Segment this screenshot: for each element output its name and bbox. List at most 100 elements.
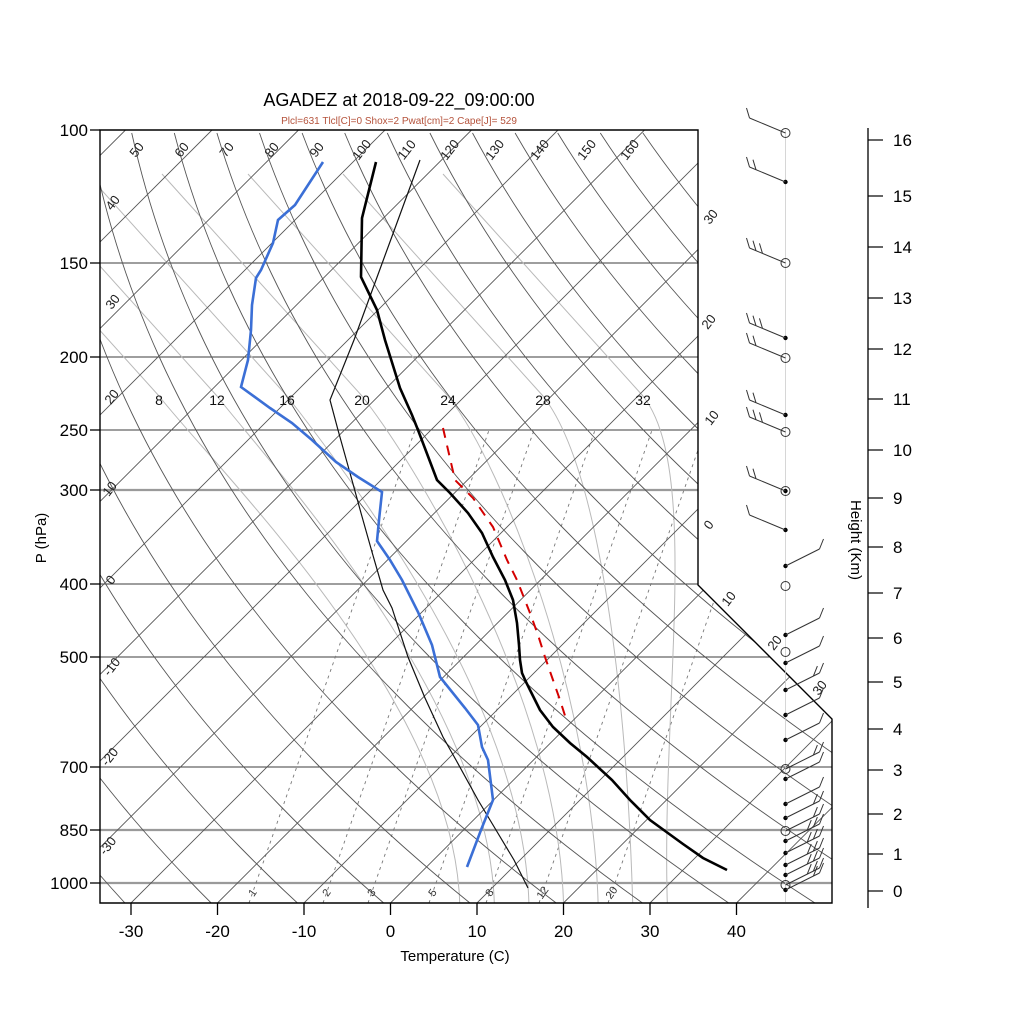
mixing-ratio-labels: 1 2 3 5 8 12 20 (246, 885, 620, 902)
plot-frame (99, 129, 833, 904)
wind-barb (780, 803, 824, 836)
svg-text:-20: -20 (98, 745, 121, 769)
pressure-tick-label: 400 (60, 575, 88, 594)
svg-text:70: 70 (216, 139, 237, 160)
wind-barb (746, 465, 791, 496)
pressure-axis: 100 150 200 250 300 400 500 700 850 1000 (50, 121, 100, 893)
svg-text:20: 20 (604, 885, 621, 902)
svg-text:0: 0 (102, 572, 118, 587)
wind-barb (780, 581, 791, 591)
svg-text:10: 10 (718, 588, 739, 609)
svg-text:160: 160 (617, 137, 642, 163)
dry-adiabats (100, 132, 832, 903)
moist-adiabat-labels: 8 12 16 20 24 28 32 (155, 392, 651, 408)
moist-adiabats (100, 173, 676, 903)
svg-text:0: 0 (700, 517, 716, 532)
wind-barb (746, 312, 788, 341)
wind-barb (783, 837, 824, 868)
wind-barb (783, 538, 824, 569)
svg-text:30: 30 (700, 206, 721, 227)
reference-profile-line (329, 159, 529, 889)
wind-barb (746, 237, 791, 268)
pressure-axis-label: P (hPa) (33, 513, 50, 564)
height-tick-label: 10 (893, 441, 912, 460)
svg-text:12: 12 (535, 885, 552, 902)
pressure-gridlines (100, 262, 832, 885)
wind-barb (783, 662, 824, 693)
wind-barb (746, 389, 788, 418)
wind-barb (783, 635, 824, 666)
sounding-curves (239, 159, 728, 889)
svg-text:130: 130 (482, 137, 507, 163)
wind-barb (780, 741, 824, 774)
pressure-tick-label: 300 (60, 481, 88, 500)
wind-barb (746, 107, 791, 138)
temperature-tick-label: -30 (119, 922, 144, 941)
chart-title: AGADEZ at 2018-09-22_09:00:00 (263, 90, 534, 111)
temperature-tick-label: -10 (292, 922, 317, 941)
height-tick-label: 11 (893, 390, 911, 409)
svg-text:5: 5 (426, 887, 439, 899)
wind-barb (780, 647, 791, 657)
svg-text:1: 1 (246, 887, 259, 899)
height-tick-label: 1 (893, 845, 902, 864)
temperature-tick-label: -20 (205, 922, 230, 941)
svg-text:60: 60 (171, 139, 192, 160)
mixing-ratio-lines (248, 429, 775, 903)
height-tick-label: 4 (893, 720, 902, 739)
wind-barb (746, 332, 791, 363)
wind-barb (783, 825, 824, 856)
parcel-path-line (442, 427, 568, 723)
temperature-axis: -30 -20 -10 0 10 20 30 40 (119, 903, 746, 941)
svg-text:20: 20 (698, 311, 719, 332)
pressure-tick-label: 1000 (50, 874, 88, 893)
chart-subtitle-indices: Plcl=631 Tlcl[C]=0 Shox=2 Pwat[cm]=2 Cap… (281, 116, 517, 127)
height-tick-label: 0 (893, 882, 902, 901)
svg-text:100: 100 (349, 137, 374, 163)
height-tick-label: 3 (893, 761, 902, 780)
svg-text:20: 20 (101, 386, 122, 407)
svg-text:90: 90 (306, 139, 327, 160)
svg-text:8: 8 (483, 887, 496, 899)
pressure-tick-label: 100 (60, 121, 88, 140)
wind-barb (783, 607, 824, 638)
height-tick-label: 9 (893, 489, 902, 508)
wind-barb (746, 406, 791, 437)
right-edge-line-labels: 30 20 10 0 (698, 206, 722, 532)
height-tick-label: 7 (893, 584, 902, 603)
svg-text:30: 30 (809, 677, 830, 698)
svg-text:28: 28 (535, 392, 551, 408)
svg-text:150: 150 (574, 137, 599, 163)
height-tick-label: 15 (893, 187, 912, 206)
temperature-tick-label: 40 (727, 922, 746, 941)
height-tick-label: 5 (893, 673, 902, 692)
wind-barb (746, 504, 788, 533)
temperature-tick-label: 20 (554, 922, 573, 941)
temperature-tick-label: 0 (386, 922, 395, 941)
svg-text:80: 80 (261, 139, 282, 160)
height-tick-label: 12 (893, 340, 912, 359)
svg-text:12: 12 (209, 392, 225, 408)
wind-barbs (746, 107, 824, 893)
wind-barb (746, 156, 788, 185)
svg-text:32: 32 (635, 392, 651, 408)
pressure-tick-label: 200 (60, 348, 88, 367)
svg-text:110: 110 (394, 137, 419, 163)
svg-text:-10: -10 (100, 655, 123, 679)
svg-text:120: 120 (437, 137, 462, 163)
wind-barb (783, 790, 824, 821)
svg-text:20: 20 (354, 392, 370, 408)
height-tick-label: 16 (893, 131, 912, 150)
temperature-tick-label: 30 (641, 922, 660, 941)
pressure-tick-label: 150 (60, 254, 88, 273)
wind-barb (783, 712, 824, 743)
height-tick-label: 13 (893, 289, 912, 308)
height-axis-label: Height (Km) (847, 500, 864, 580)
temperature-profile-line (359, 161, 728, 872)
height-tick-label: 14 (893, 238, 912, 257)
height-tick-label: 6 (893, 629, 902, 648)
